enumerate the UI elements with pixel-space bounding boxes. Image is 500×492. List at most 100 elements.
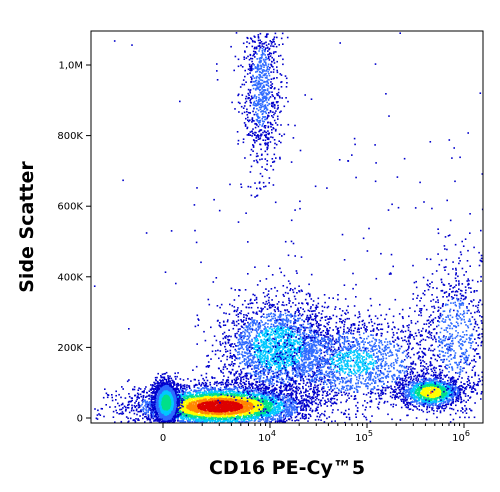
event-dot [134,421,137,423]
event-dot [240,385,243,388]
event-dot [316,409,319,411]
event-dot [174,375,176,378]
event-dot [238,414,241,417]
event-dot [169,375,171,378]
event-dot [240,387,243,389]
event-dot [205,382,208,385]
plot-area [93,32,484,424]
event-dot [277,419,279,421]
event-dot [249,420,251,422]
event-dot [263,390,265,393]
event-dot [300,407,302,409]
event-dot [148,390,151,392]
event-dot [128,411,131,414]
event-dot [259,401,262,403]
event-dot [289,393,292,395]
event-dot [293,409,295,412]
event-dot [191,417,194,420]
event-dot [289,397,291,400]
event-dot [176,375,178,378]
event-dot [133,386,136,388]
event-dot [187,378,189,380]
event-dot [285,399,288,402]
event-dot [181,412,184,415]
event-dot [214,420,217,422]
event-dot [224,391,227,394]
event-dot [150,410,152,413]
event-dot [187,398,190,401]
event-dot [210,390,213,393]
event-dot [300,408,303,411]
event-dot [305,405,307,408]
event-dot [165,371,168,374]
event-dot [231,390,234,392]
event-dot [120,408,123,411]
event-dot [255,389,258,391]
event-dot [287,393,290,395]
event-dot [128,393,130,395]
event-dot [145,412,148,414]
event-dot [100,407,103,410]
event-dot [245,387,247,389]
event-dot [112,410,115,413]
event-dot [105,404,107,406]
event-dot [99,414,102,416]
event-dot [277,397,279,400]
event-dot [94,408,96,410]
event-dot [208,416,210,419]
event-dot [215,421,218,423]
event-dot [132,409,135,412]
event-dot [256,395,259,397]
event-dot [193,390,196,392]
event-dot [190,417,192,419]
event-dot [111,396,113,399]
event-dot [283,395,286,397]
event-dot [279,420,281,422]
event-dot [288,398,291,401]
event-dot [203,390,206,392]
event-dot [200,414,202,417]
event-dot [271,396,273,399]
event-dot [273,408,276,411]
event-dot [303,405,305,408]
event-dot [294,420,296,422]
event-dot [137,393,140,396]
event-dot [221,381,224,384]
event-dot [151,388,153,390]
event-dot [131,404,133,407]
event-dot [275,401,277,403]
event-dot [264,420,267,422]
event-dot [131,408,133,410]
event-dot [292,403,294,406]
event-dot [299,417,302,420]
event-dot [182,411,184,414]
event-dot [144,399,146,402]
event-dot [295,408,297,411]
event-dot [137,389,140,391]
event-dot [136,396,138,399]
event-dot [102,396,105,399]
event-dot [254,394,257,397]
event-dot [150,414,153,416]
event-dot [249,394,251,397]
event-dot [203,384,206,387]
event-dot [318,393,320,396]
event-dot [325,401,327,404]
event-dot [142,400,145,402]
event-dot [222,372,224,374]
event-dot [319,403,322,405]
event-dot [207,388,210,390]
event-dot [234,419,237,421]
event-dot [269,411,272,413]
event-dot [211,417,214,419]
event-dot [209,396,211,398]
event-dot [287,400,289,402]
event-dot [393,396,396,399]
event-dot [274,407,277,409]
event-dot [261,418,264,420]
event-dot [107,394,110,396]
event-dot [202,421,205,423]
event-dot [297,412,300,415]
event-dot [214,416,216,419]
event-dot [321,412,323,415]
